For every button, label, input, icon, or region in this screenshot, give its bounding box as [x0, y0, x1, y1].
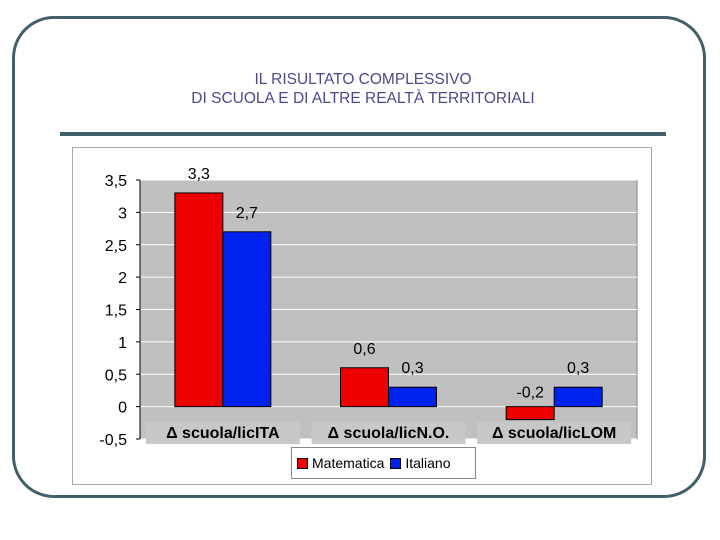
- chart-legend: Matematica Italiano: [291, 447, 476, 479]
- y-tick-label: 2: [118, 270, 127, 287]
- legend-item-matematica: Matematica: [297, 455, 384, 471]
- bar-italiano-3: [553, 386, 603, 408]
- data-label: 0,3: [401, 360, 423, 377]
- legend-item-italiano: Italiano: [390, 455, 451, 471]
- bar-italiano-1: [222, 231, 272, 408]
- data-label: -0,2: [516, 385, 544, 402]
- y-tick-label: 2,5: [105, 238, 127, 255]
- bar-matematica-3: [505, 406, 555, 421]
- category-label: Δ scuola/licITA: [166, 425, 280, 442]
- y-tick-label: 0: [118, 400, 127, 417]
- y-tick-label: 3,5: [105, 173, 127, 190]
- bar-italiano-2: [388, 386, 437, 408]
- legend-label-italiano: Italiano: [405, 455, 451, 471]
- data-label: 0,6: [353, 341, 375, 358]
- bar-matematica-2: [340, 367, 389, 408]
- category-label: Δ scuola/licLOM: [492, 425, 616, 442]
- title-rule: [60, 132, 666, 136]
- legend-swatch-italiano: [390, 457, 402, 469]
- y-tick-label: 0,5: [105, 367, 127, 384]
- slide-title: IL RISULTATO COMPLESSIVO DI SCUOLA E DI …: [60, 70, 666, 108]
- slide-title-line-1: IL RISULTATO COMPLESSIVO: [254, 71, 472, 88]
- data-label: 2,7: [236, 205, 258, 222]
- y-tick-label: 1: [118, 335, 127, 352]
- data-label: 3,3: [188, 166, 210, 183]
- slide-title-line-2: DI SCUOLA E DI ALTRE REALTÀ TERRITORIALI: [191, 90, 535, 107]
- chart-container: -0,5 0 0,5 1 1,5 2 2,5 3 3,5 3,3 2,7 Δ scuola/licIT…: [72, 147, 652, 485]
- y-tick-label: 1,5: [105, 303, 127, 320]
- legend-label-matematica: Matematica: [312, 455, 385, 471]
- legend-swatch-matematica: [297, 457, 308, 469]
- category-label-bg: [145, 422, 300, 444]
- category-label-bg: [477, 422, 632, 444]
- data-label: 0,3: [567, 360, 589, 377]
- category-label-bg: [311, 422, 466, 444]
- bar-chart: -0,5 0 0,5 1 1,5 2 2,5 3 3,5 3,3 2,7 Δ scuola/licIT…: [99, 166, 638, 449]
- category-label: Δ scuola/licN.O.: [328, 425, 450, 442]
- slide-frame: [12, 16, 706, 498]
- y-tick-label: 3: [118, 205, 127, 222]
- bar-matematica-1: [174, 192, 224, 408]
- y-tick-label: -0,5: [99, 432, 127, 449]
